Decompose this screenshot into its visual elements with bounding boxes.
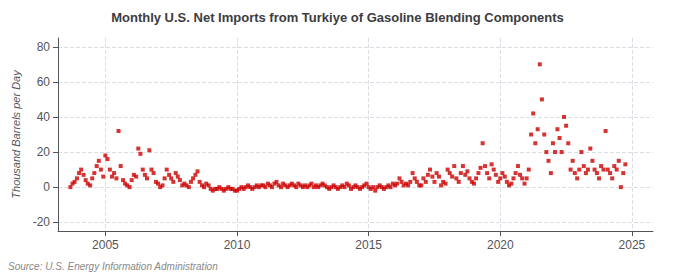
svg-text:2010: 2010: [224, 238, 251, 252]
svg-text:2020: 2020: [487, 238, 514, 252]
svg-text:0: 0: [43, 180, 50, 194]
svg-text:-20: -20: [33, 215, 51, 229]
svg-text:20: 20: [37, 145, 51, 159]
svg-text:2005: 2005: [92, 238, 119, 252]
svg-text:Monthly U.S. Net Imports from: Monthly U.S. Net Imports from Turkiye of…: [111, 10, 564, 25]
svg-text:60: 60: [37, 75, 51, 89]
svg-text:Thousand Barrels per Day: Thousand Barrels per Day: [10, 69, 22, 199]
svg-text:Source: U.S. Energy Informatio: Source: U.S. Energy Information Administ…: [8, 261, 218, 272]
svg-text:40: 40: [37, 110, 51, 124]
svg-text:2025: 2025: [619, 238, 646, 252]
svg-text:80: 80: [37, 40, 51, 54]
svg-text:2015: 2015: [355, 238, 382, 252]
